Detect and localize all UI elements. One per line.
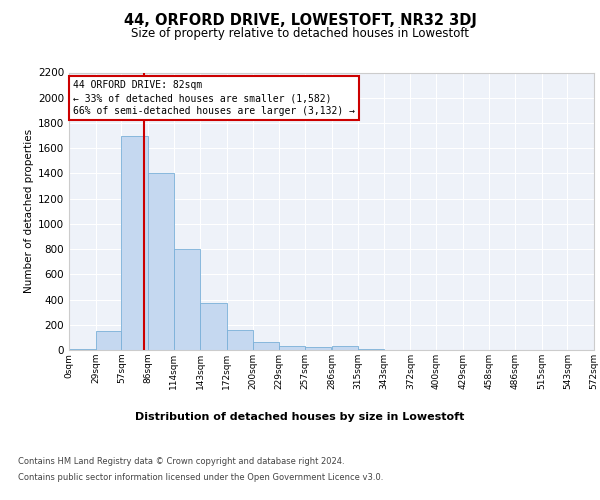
Text: Contains HM Land Registry data © Crown copyright and database right 2024.: Contains HM Land Registry data © Crown c… [18,458,344,466]
Bar [331,346,358,350]
Bar [200,304,227,350]
Text: Distribution of detached houses by size in Lowestoft: Distribution of detached houses by size … [136,412,464,422]
Text: 44 ORFORD DRIVE: 82sqm
← 33% of detached houses are smaller (1,582)
66% of semi-: 44 ORFORD DRIVE: 82sqm ← 33% of detached… [73,80,355,116]
Y-axis label: Number of detached properties: Number of detached properties [24,129,34,294]
Text: Size of property relative to detached houses in Lowestoft: Size of property relative to detached ho… [131,28,469,40]
Bar [173,249,200,350]
Bar [95,331,121,350]
Text: Contains public sector information licensed under the Open Government Licence v3: Contains public sector information licen… [18,472,383,482]
Bar [69,348,95,350]
Bar [305,348,331,350]
Bar [279,346,305,350]
Bar [227,330,253,350]
Bar [148,174,173,350]
Bar [121,136,148,350]
Text: 44, ORFORD DRIVE, LOWESTOFT, NR32 3DJ: 44, ORFORD DRIVE, LOWESTOFT, NR32 3DJ [124,12,476,28]
Bar [253,342,279,350]
